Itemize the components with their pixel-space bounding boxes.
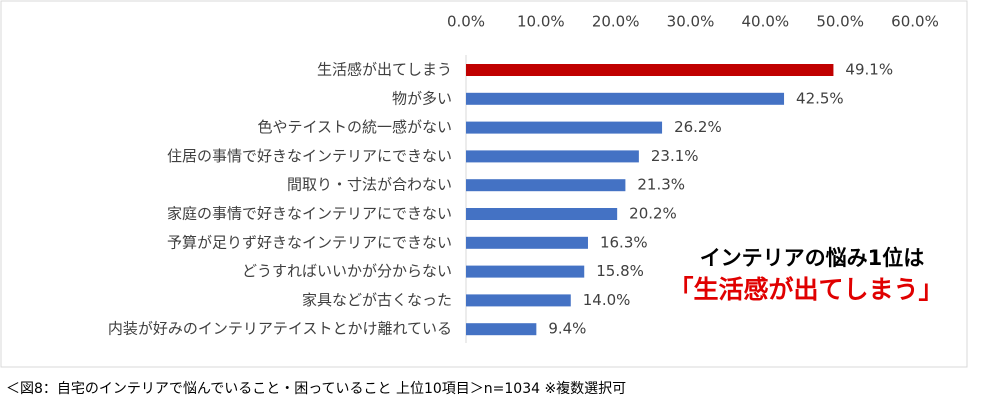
bar bbox=[466, 265, 585, 278]
bar bbox=[466, 236, 588, 249]
bar bbox=[466, 150, 639, 163]
y-tick-label: どうすればいいかが分からない bbox=[242, 262, 452, 280]
y-tick-label: 予算が足りず好きなインテリアにできない bbox=[167, 233, 452, 251]
value-label: 23.1% bbox=[651, 147, 699, 165]
bar bbox=[466, 323, 537, 336]
x-tick-label: 30.0% bbox=[667, 13, 715, 31]
value-label: 14.0% bbox=[583, 291, 631, 309]
y-tick-label: 色やテイストの統一感がない bbox=[257, 118, 452, 136]
bar bbox=[466, 208, 618, 220]
bar bbox=[466, 64, 834, 76]
x-tick-label: 40.0% bbox=[742, 13, 790, 31]
x-tick-label: 0.0% bbox=[447, 13, 485, 31]
value-label: 20.2% bbox=[629, 205, 677, 223]
bar bbox=[466, 92, 785, 105]
x-tick-label: 20.0% bbox=[592, 13, 640, 31]
bar bbox=[466, 294, 571, 307]
value-label: 26.2% bbox=[674, 118, 722, 136]
y-tick-label: 生活感が出てしまう bbox=[317, 61, 452, 79]
bar bbox=[466, 179, 626, 192]
y-tick-label: 物が多い bbox=[392, 89, 452, 107]
value-label: 16.3% bbox=[600, 233, 648, 251]
y-tick-label: 間取り・寸法が合わない bbox=[287, 176, 452, 194]
y-tick-label: 家庭の事情で好きなインテリアにできない bbox=[167, 205, 452, 223]
y-tick-label: 内装が好みのインテリアテイストとかけ離れている bbox=[108, 320, 452, 338]
annotation: インテリアの悩み1位は bbox=[700, 246, 925, 270]
value-label: 42.5% bbox=[796, 89, 844, 107]
value-label: 21.3% bbox=[637, 176, 685, 194]
value-label: 15.8% bbox=[596, 262, 644, 280]
x-tick-label: 10.0% bbox=[517, 13, 565, 31]
x-tick-label: 50.0% bbox=[816, 13, 864, 31]
annotation: 「生活感が出てしまう」 bbox=[668, 275, 943, 304]
value-label: 9.4% bbox=[548, 320, 586, 338]
value-label: 49.1% bbox=[845, 61, 893, 79]
x-tick-label: 60.0% bbox=[891, 13, 939, 31]
bar bbox=[466, 121, 663, 134]
y-tick-label: 住居の事情で好きなインテリアにできない bbox=[167, 147, 452, 165]
y-tick-label: 家具などが古くなった bbox=[302, 291, 452, 309]
caption: ＜図8：自宅のインテリアで悩んでいること・困っていること 上位10項目＞n=10… bbox=[6, 380, 626, 397]
